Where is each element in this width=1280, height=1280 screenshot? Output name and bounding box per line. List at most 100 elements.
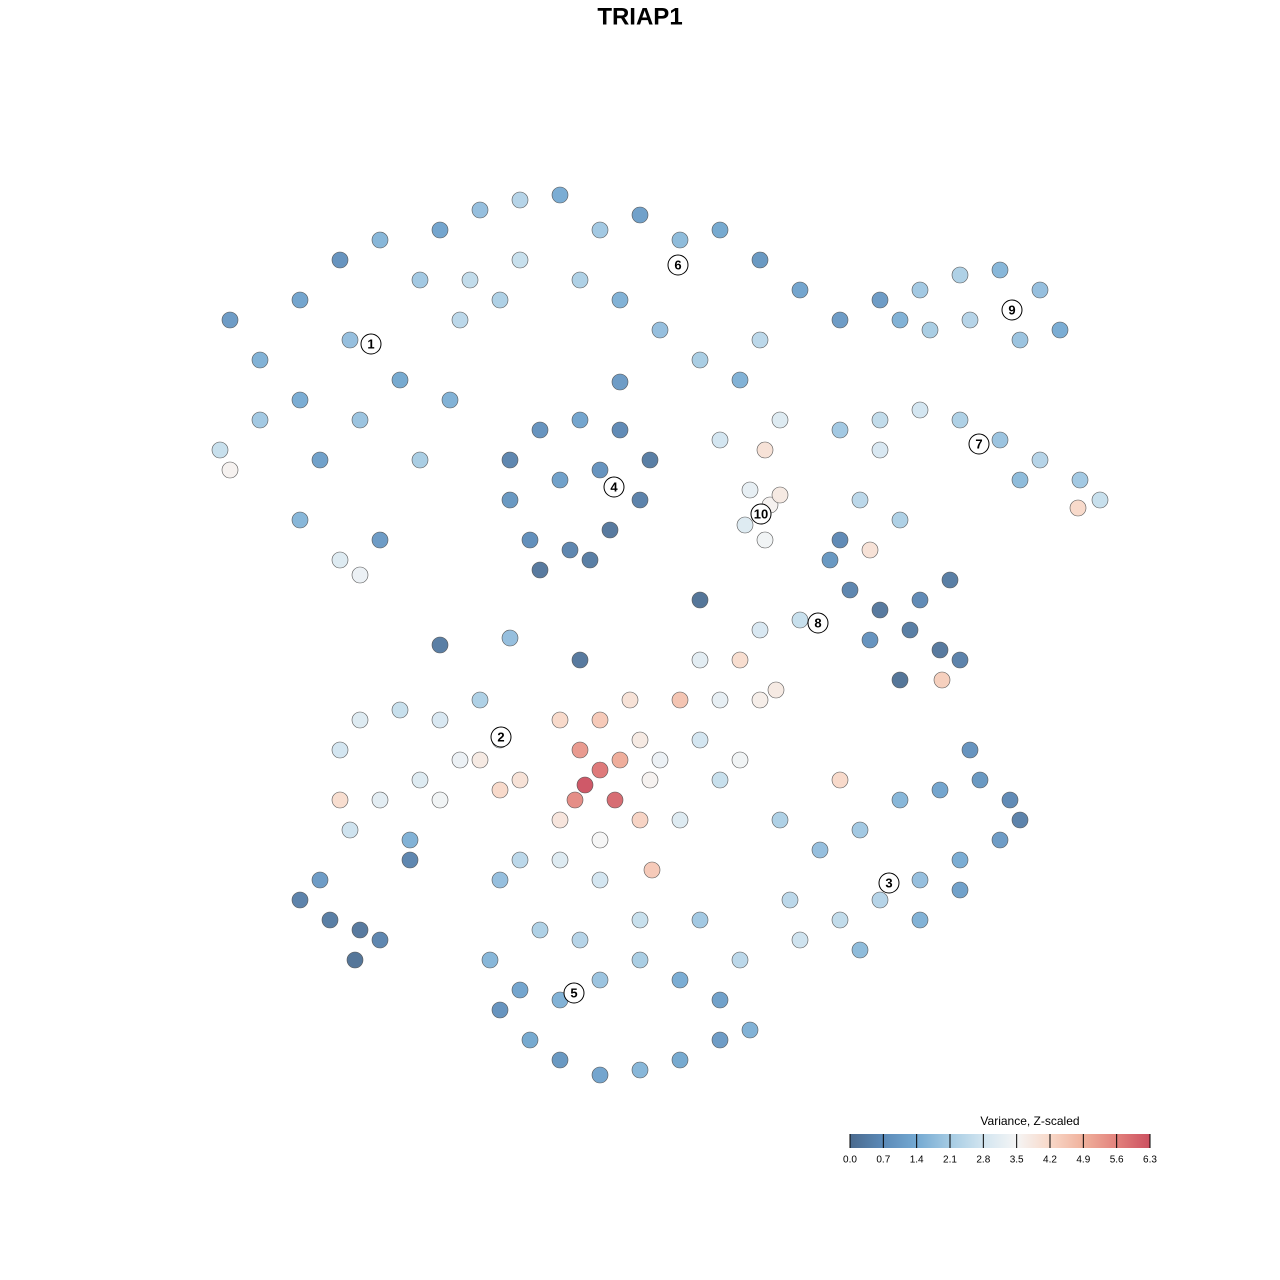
cell-point <box>691 591 709 609</box>
cluster-label-text: 1 <box>367 336 374 351</box>
cell-point <box>631 206 649 224</box>
colorbar-tick-label: 4.9 <box>1076 1155 1090 1166</box>
cell-point <box>691 731 709 749</box>
cell-point <box>571 651 589 669</box>
cell-point <box>631 731 649 749</box>
cell-point <box>351 566 369 584</box>
cell-point <box>391 701 409 719</box>
cell-point <box>351 711 369 729</box>
cell-point <box>291 891 309 909</box>
cell-point <box>861 631 879 649</box>
cell-point <box>511 251 529 269</box>
cell-point <box>671 1051 689 1069</box>
cell-point <box>771 811 789 829</box>
cell-point <box>221 461 239 479</box>
cell-point <box>441 391 459 409</box>
cell-point <box>501 451 519 469</box>
cell-point <box>911 281 929 299</box>
cell-point <box>371 231 389 249</box>
cell-point <box>501 491 519 509</box>
cell-point <box>643 861 661 879</box>
cluster-label-badge <box>667 254 689 276</box>
cell-point <box>831 421 849 439</box>
cluster-label-text: 5 <box>570 985 577 1000</box>
cell-point <box>571 741 589 759</box>
cell-point <box>961 311 979 329</box>
cell-point <box>551 711 569 729</box>
cell-point <box>1011 331 1029 349</box>
cell-point <box>551 1051 569 1069</box>
cell-point <box>671 971 689 989</box>
cell-point <box>341 821 359 839</box>
cluster-label-text: 9 <box>1008 302 1015 317</box>
cell-point <box>951 851 969 869</box>
cell-point <box>871 291 889 309</box>
colorbar-tick-label: 2.8 <box>976 1155 990 1166</box>
cell-point <box>756 441 774 459</box>
cell-point <box>831 771 849 789</box>
cell-point <box>591 971 609 989</box>
cell-point <box>531 921 549 939</box>
cell-point <box>351 921 369 939</box>
cluster-label-badge <box>968 433 990 455</box>
cell-point <box>861 541 879 559</box>
cell-point <box>551 186 569 204</box>
cell-point <box>671 691 689 709</box>
colorbar-tick-label: 0.7 <box>876 1155 890 1166</box>
cell-point <box>931 641 949 659</box>
cell-point <box>951 411 969 429</box>
cell-point <box>521 531 539 549</box>
cell-point <box>711 1031 729 1049</box>
cell-point <box>631 911 649 929</box>
cell-point <box>511 191 529 209</box>
cell-point <box>411 771 429 789</box>
colorbar-tick-label: 6.3 <box>1143 1155 1157 1166</box>
cell-point <box>671 811 689 829</box>
cell-point <box>431 711 449 729</box>
cell-point <box>791 281 809 299</box>
cell-point <box>631 1061 649 1079</box>
cell-point <box>1091 491 1109 509</box>
cell-point <box>431 791 449 809</box>
colorbar-tick-label: 0.0 <box>843 1155 857 1166</box>
cell-point <box>691 651 709 669</box>
cell-point <box>211 441 229 459</box>
cluster-label-badge <box>1001 299 1023 321</box>
cell-point <box>1011 471 1029 489</box>
cluster-label-badge <box>490 726 512 748</box>
cell-point <box>511 851 529 869</box>
cell-point <box>971 771 989 789</box>
cell-point <box>767 681 785 699</box>
chart-title: TRIAP1 <box>597 3 682 30</box>
cell-point <box>911 591 929 609</box>
cell-point <box>311 451 329 469</box>
cell-point <box>871 601 889 619</box>
cluster-label: 4 <box>603 476 625 498</box>
cluster-label-text: 6 <box>674 257 681 272</box>
cell-point <box>811 841 829 859</box>
cell-point <box>931 781 949 799</box>
cell-point <box>451 311 469 329</box>
cell-point <box>601 521 619 539</box>
cell-point <box>891 791 909 809</box>
colorbar-title: Variance, Z-scaled <box>980 1114 1079 1128</box>
cell-point <box>631 811 649 829</box>
cell-point <box>401 831 419 849</box>
cell-point <box>591 221 609 239</box>
cell-point <box>791 611 809 629</box>
cell-point <box>751 691 769 709</box>
cluster-label-text: 4 <box>610 479 618 494</box>
cell-point <box>731 651 749 669</box>
cell-point <box>831 911 849 929</box>
cell-point <box>431 636 449 654</box>
cell-point <box>911 911 929 929</box>
cell-point <box>471 691 489 709</box>
cell-point <box>851 941 869 959</box>
cluster-label-text: 10 <box>754 506 768 521</box>
cell-point <box>481 951 499 969</box>
cell-point <box>1071 471 1089 489</box>
cell-point <box>561 541 579 559</box>
colorbar <box>850 1134 1150 1148</box>
cell-point <box>736 516 754 534</box>
cluster-label: 6 <box>667 254 689 276</box>
